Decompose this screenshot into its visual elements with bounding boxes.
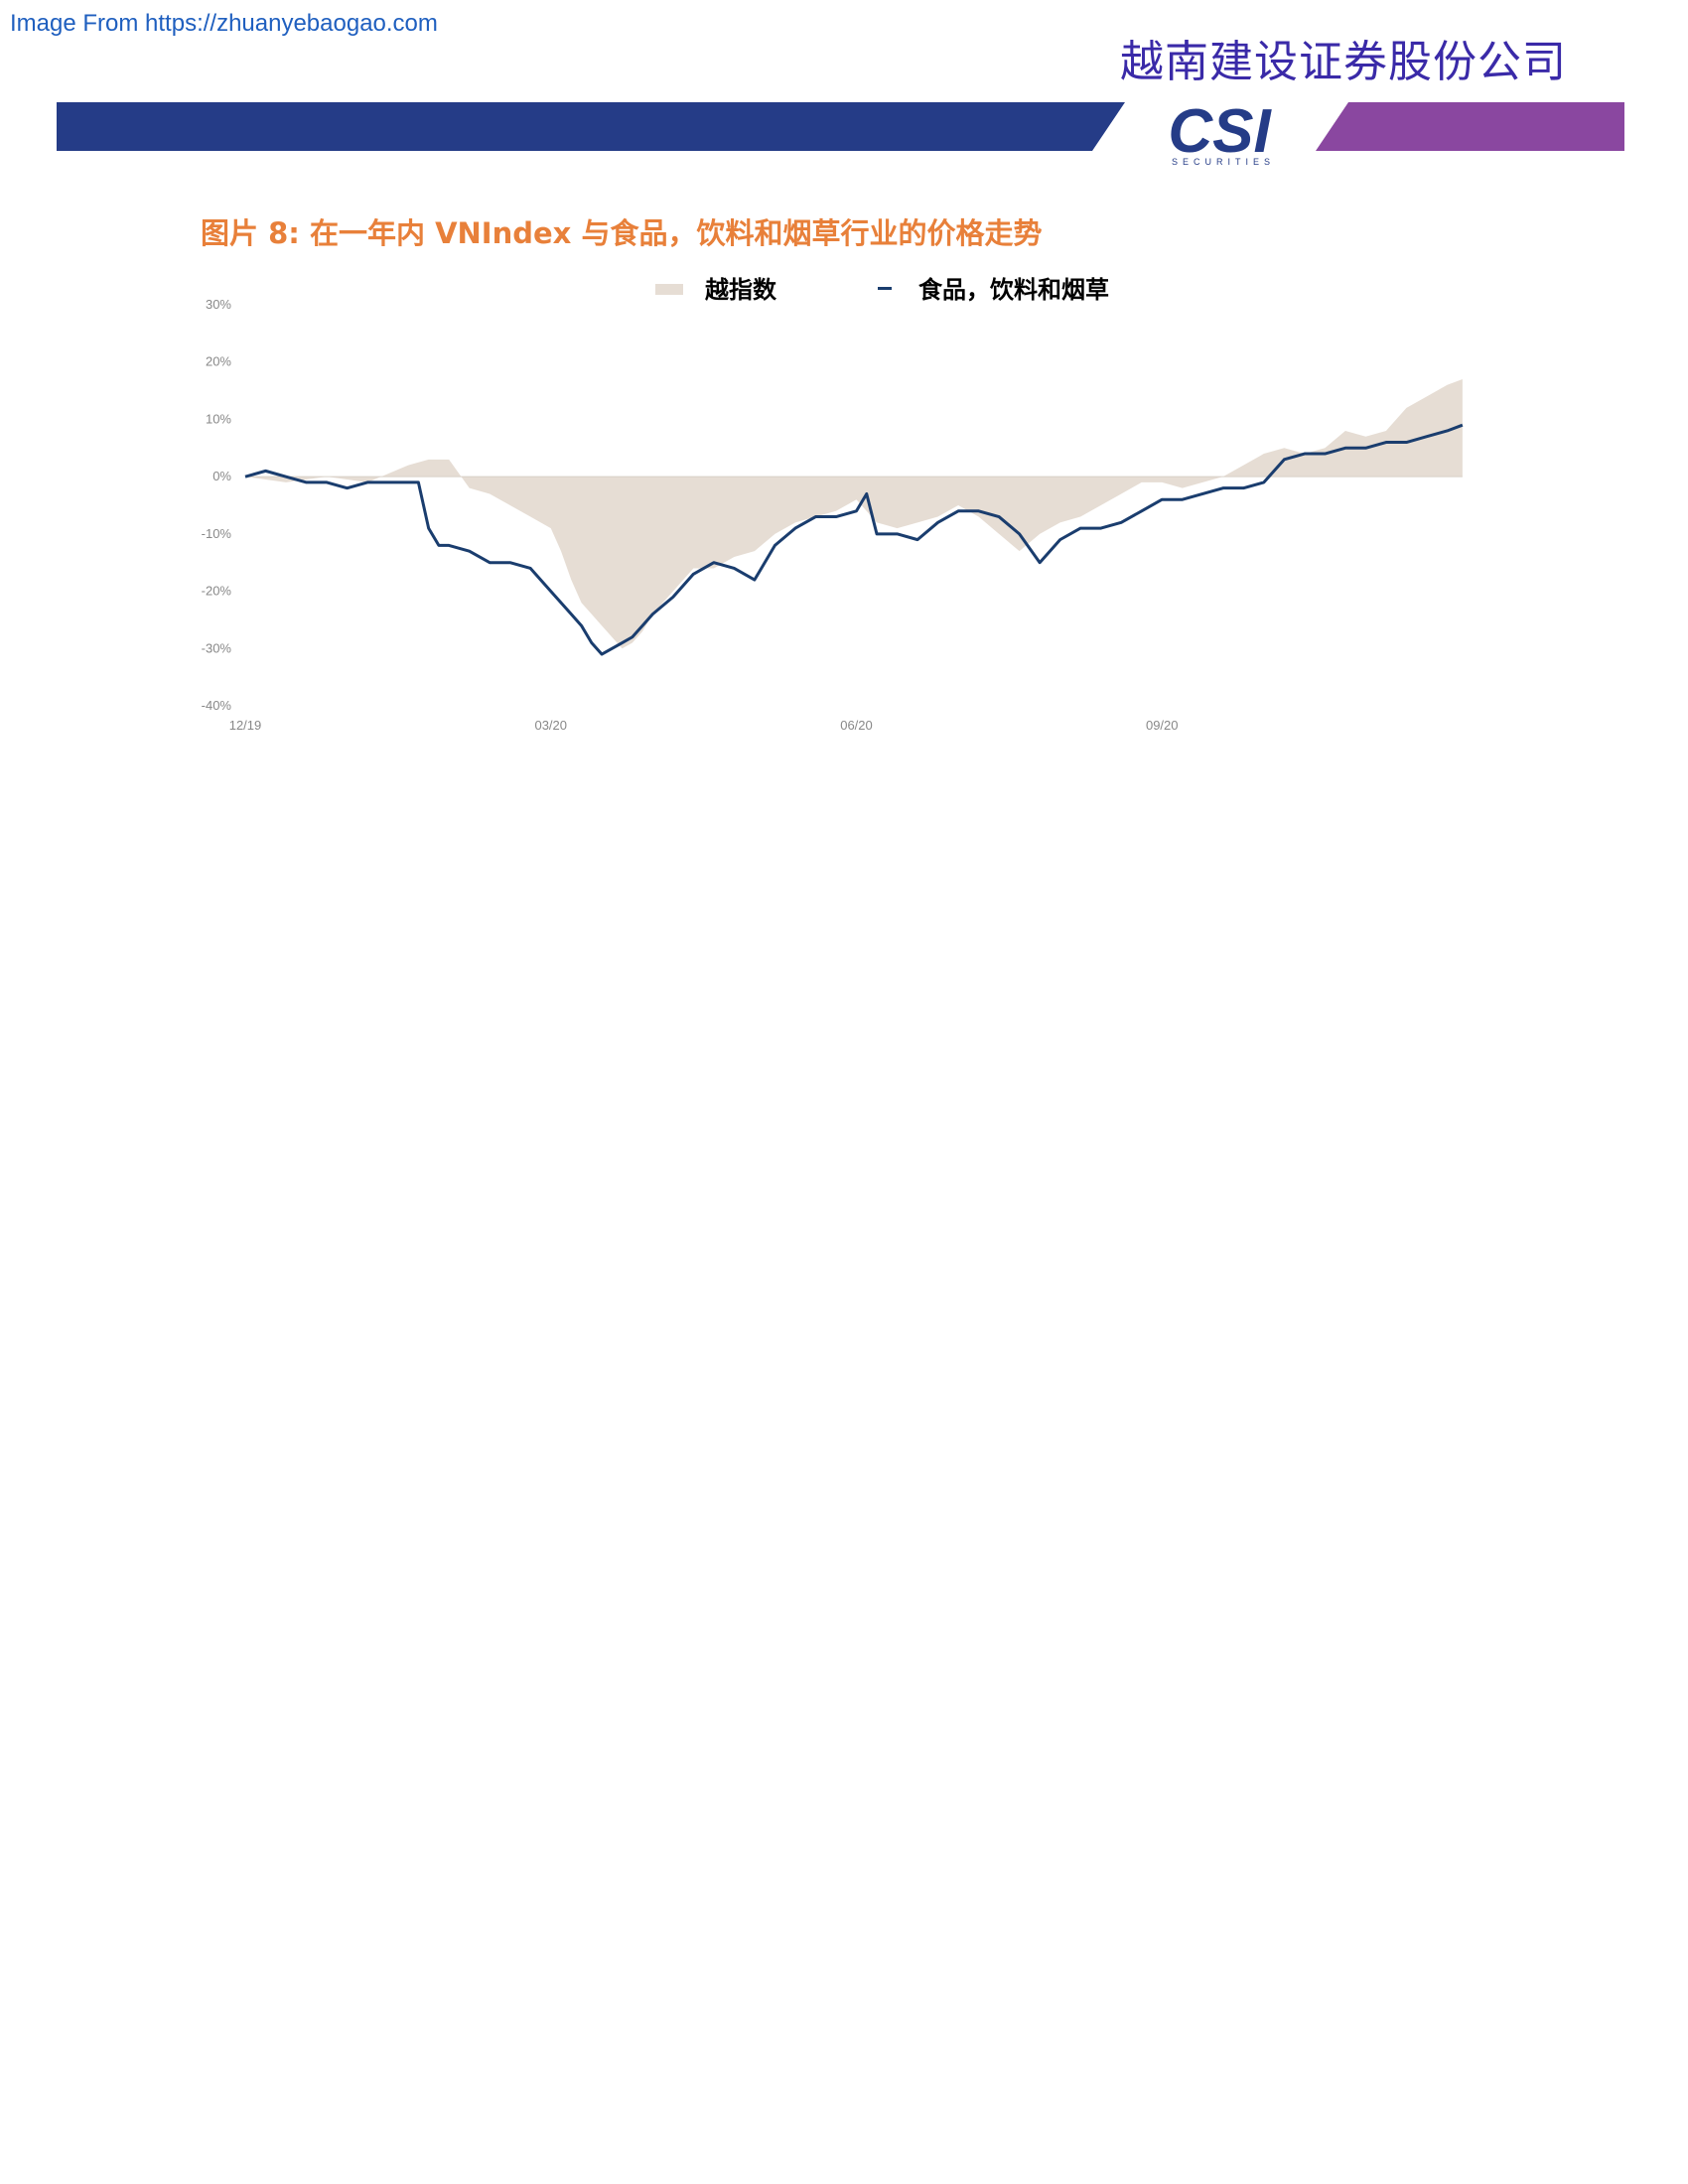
company-name: 越南建设证券股份公司 (1120, 37, 1567, 87)
csi-logo: CSI SECURITIES (1168, 97, 1275, 167)
watermark-text: Image From https://zhuanyebaogao.com (10, 10, 438, 37)
chart-legend: 越指数 食品，饮料和烟草 (0, 268, 1688, 308)
y-tick-label: -30% (202, 640, 232, 655)
series-food-line (244, 423, 1464, 656)
y-tick-label: 20% (206, 354, 231, 369)
figure-title: 图片 8: 在一年内 VNIndex 与食品，饮料和烟草行业的价格走势 (201, 216, 1043, 250)
legend-label-vnindex: 越指数 (705, 275, 776, 304)
x-tick-label: 03/20 (534, 718, 567, 733)
y-tick-label: -10% (202, 526, 232, 541)
x-tick-label: 12/19 (229, 718, 262, 733)
x-tick-label: 06/20 (840, 718, 873, 733)
y-tick-label: 0% (212, 469, 231, 483)
x-axis-ticks: 12/19 03/20 06/20 09/20 (229, 718, 1179, 733)
series-vnindex-area (245, 379, 1463, 649)
banner-purple-bar (1316, 102, 1624, 151)
x-tick-label: 09/20 (1146, 718, 1179, 733)
y-tick-label: 10% (206, 411, 231, 426)
legend-swatch-food (878, 287, 892, 290)
logo-text: CSI (1168, 97, 1272, 166)
y-axis-ticks: 30% 20% 10% 0% -10% -20% -30% -40% (202, 297, 232, 713)
y-tick-label: -40% (202, 698, 232, 713)
legend-swatch-vnindex (655, 284, 683, 295)
y-tick-label: -20% (202, 584, 232, 599)
banner-blue-bar (57, 102, 1125, 151)
legend-label-food: 食品，饮料和烟草 (918, 275, 1109, 304)
y-tick-label: 30% (206, 297, 231, 312)
header-banner: CSI SECURITIES (57, 97, 1624, 167)
price-trend-chart: 30% 20% 10% 0% -10% -20% -30% -40% 12/19 03/20 06… (202, 297, 1464, 733)
logo-subtext: SECURITIES (1172, 157, 1275, 167)
